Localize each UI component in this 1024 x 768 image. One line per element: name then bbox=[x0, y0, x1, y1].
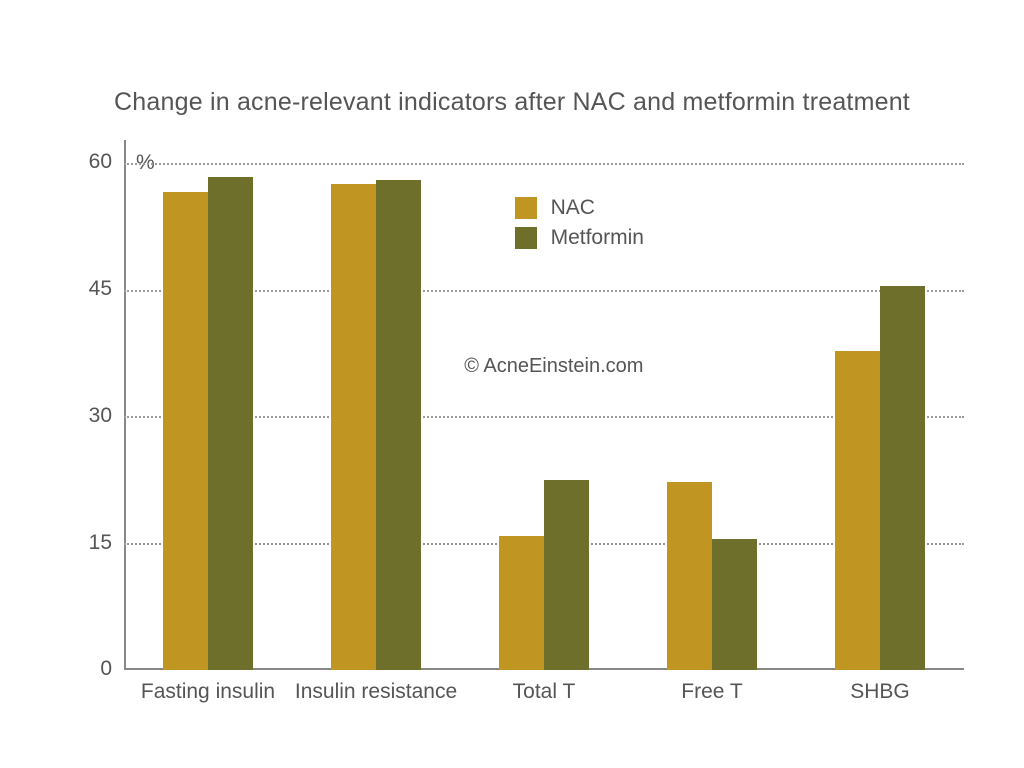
chart-title: Change in acne-relevant indicators after… bbox=[0, 88, 1024, 117]
bar bbox=[835, 351, 880, 670]
x-tick-label: Insulin resistance bbox=[292, 680, 460, 704]
bar bbox=[331, 184, 376, 670]
bar bbox=[499, 536, 544, 670]
x-tick-label: SHBG bbox=[796, 680, 964, 704]
y-tick-label: 15 bbox=[52, 531, 112, 555]
y-axis bbox=[124, 140, 126, 670]
y-tick-label: 45 bbox=[52, 277, 112, 301]
bar bbox=[667, 482, 712, 670]
bar bbox=[880, 286, 925, 670]
legend-swatch bbox=[515, 197, 537, 219]
bar bbox=[208, 177, 253, 670]
y-tick-label: 30 bbox=[52, 404, 112, 428]
bar bbox=[163, 192, 208, 670]
gridline bbox=[124, 163, 964, 165]
bar bbox=[712, 539, 757, 670]
x-tick-label: Fasting insulin bbox=[124, 680, 292, 704]
watermark: © AcneEinstein.com bbox=[464, 355, 643, 378]
legend-item: Metformin bbox=[515, 226, 644, 250]
x-tick-label: Free T bbox=[628, 680, 796, 704]
legend-label: NAC bbox=[551, 196, 595, 220]
y-tick-label: 0 bbox=[52, 657, 112, 681]
bar bbox=[376, 180, 421, 670]
plot-area: % NACMetformin © AcneEinstein.com 015304… bbox=[124, 146, 964, 670]
y-tick-label: 60 bbox=[52, 150, 112, 174]
legend: NAC Metformin bbox=[515, 196, 644, 256]
x-tick-label: Total T bbox=[460, 680, 628, 704]
bar bbox=[544, 480, 589, 670]
legend-swatch bbox=[515, 227, 537, 249]
chart-stage: Change in acne-relevant indicators after… bbox=[0, 0, 1024, 768]
legend-label: Metformin bbox=[551, 226, 644, 250]
legend-item: NAC bbox=[515, 196, 644, 220]
